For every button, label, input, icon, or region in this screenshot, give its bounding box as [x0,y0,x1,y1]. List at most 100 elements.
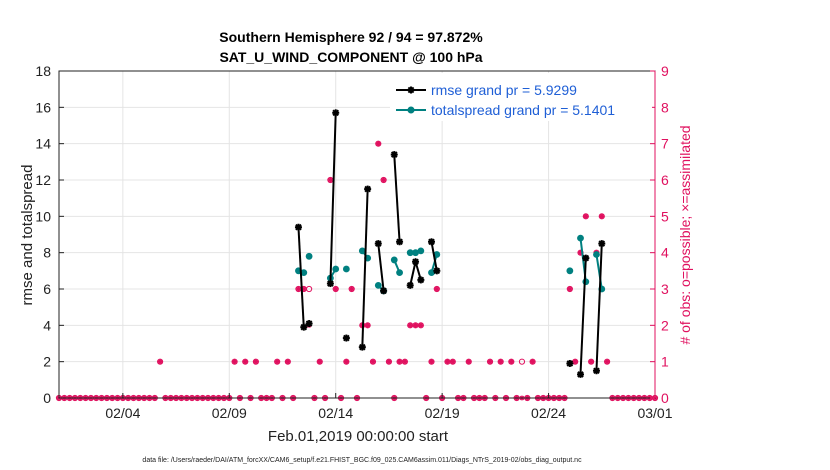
obs-possible-point [529,358,536,365]
rmse-point [412,258,420,266]
obs-assimilated-point [349,286,355,292]
y-tick-label-left: 8 [43,245,51,261]
obs-possible-point [343,358,350,365]
obs-possible-point [433,285,440,293]
spread-point [412,249,419,257]
rmse-line-segment [393,154,401,242]
ticks: 02/04 02/09 02/14 02/19 02/24 03/010246810121… [35,63,672,421]
spread-point [332,265,340,273]
rmse-point [577,370,584,378]
obs-assimilated-point [317,359,323,365]
obs-possible-point [486,358,494,365]
obs-assimilated-point [413,322,418,328]
obs-possible-point [369,358,377,365]
x-tick-label: 02/19 [425,405,460,421]
obs-assimilated-point [274,359,280,365]
obs-assimilated-point [327,177,333,183]
obs-assimilated-point [498,359,504,365]
rmse-point [342,334,350,342]
obs-possible-point [518,358,526,365]
obs-assimilated-point [242,359,248,365]
obs-assimilated-point [466,359,472,365]
spread-point [566,267,574,275]
obs-possible-point [332,285,339,293]
spread-point [390,256,398,264]
legend-rmse-marker [407,86,415,94]
x-tick-label: 02/09 [212,405,247,421]
rmse-line-segment [377,243,385,291]
obs-possible-point [242,358,249,365]
y-tick-label-left: 18 [35,63,51,79]
y-tick-label-left: 14 [35,136,51,152]
obs-assimilated-point [157,359,163,365]
spread-point [305,252,313,260]
rmse-point [305,320,313,328]
obs-possible-point [380,176,387,184]
obs-assimilated-point [397,359,402,365]
obs-possible-point [582,213,589,220]
y-tick-label-right: 8 [661,99,669,115]
spread-point [358,247,366,255]
legend-spread-label: totalspread grand pr = 5.1401 [431,102,615,118]
obs-assimilated-point [583,213,589,219]
obs-assimilated-point [365,322,371,328]
obs-possible-point [417,322,424,329]
y-tick-label-right: 3 [661,281,669,297]
obs-possible-point [449,358,456,365]
y-tick-label-right: 2 [661,317,669,333]
spread-point [593,251,600,258]
rmse-point [417,276,425,284]
legend-spread-marker [407,106,415,114]
y-tick-label-left: 6 [43,281,51,297]
spread-point [342,265,350,273]
rmse-point [598,240,606,248]
legend-box [390,73,652,121]
rmse-point [364,185,372,193]
obs-possible-point [497,358,504,365]
obs-assimilated-point [572,359,578,365]
rmse-point [396,238,404,246]
obs-possible-point [157,358,164,365]
spread-point [300,269,308,277]
obs-possible-point [598,213,605,220]
obs-assimilated-point [599,213,605,219]
y-tick-label-left: 4 [43,317,51,333]
rmse-point [300,323,308,331]
obs-assimilated-point [375,141,381,147]
obs-possible-point [306,285,313,293]
obs-possible-point [284,358,291,365]
rmse-point [428,238,435,246]
y-tick-label-right: 4 [661,245,669,261]
obs-possible-point [385,358,393,365]
rmse-line-segment [579,258,587,375]
obs-assimilated-point [402,359,408,365]
obs-possible-point [508,358,515,365]
y-tick-label-right: 0 [661,390,669,406]
rmse-point [326,280,334,288]
footnote: data file: /Users/raeder/DAI/ATM_forcXX/… [142,457,582,464]
obs-assimilated-point [343,359,349,365]
obs-possible-point [231,358,238,365]
obs-possible-point [604,358,611,365]
x-tick-label: 03/01 [637,405,672,421]
obs-possible-point [364,322,371,329]
y-axis-label-left: rmse and totalspread [19,165,36,306]
obs-assimilated-point [487,359,493,365]
obs-assimilated-point [429,359,434,365]
rmse-point [433,267,441,275]
spread-point [577,234,584,242]
obs-assimilated-point [588,359,594,365]
series-layer [294,109,606,378]
rmse-point [374,240,382,248]
obs-assimilated-point [445,359,450,365]
obs-assimilated-point [418,322,424,328]
rmse-point [582,254,590,262]
obs-possible-point [428,358,435,365]
y-tick-label-right: 9 [661,63,669,79]
obs-assimilated-point [296,286,301,292]
obs-assimilated-point [604,359,610,365]
obs-possible-point [252,358,259,365]
y-tick-label-right: 6 [661,172,669,188]
obs-assimilated-point [530,359,536,365]
